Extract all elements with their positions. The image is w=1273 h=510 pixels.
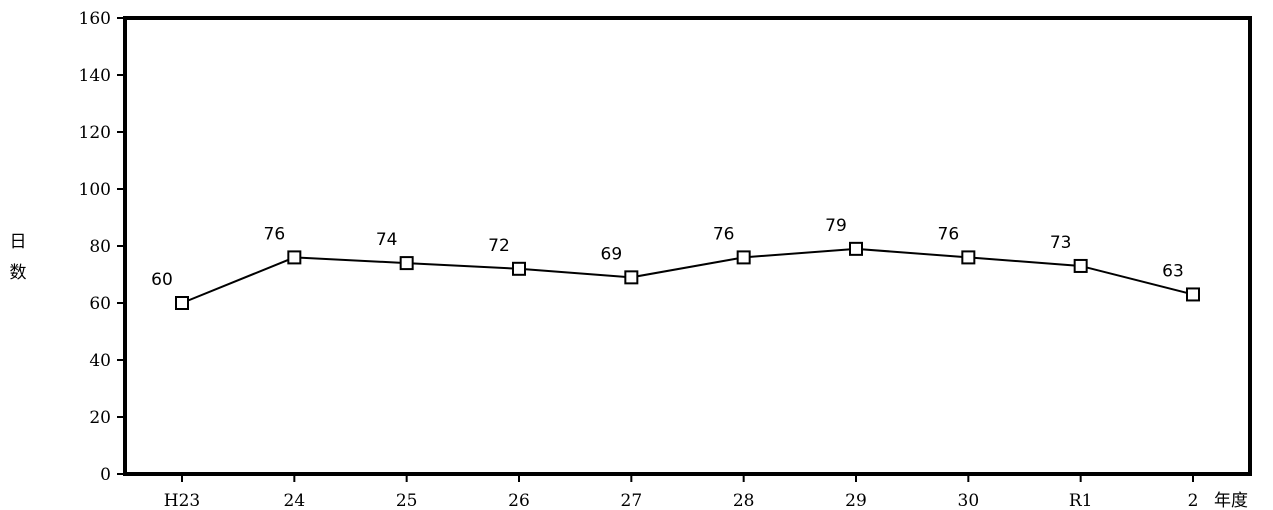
x-tick-label: 30	[958, 491, 980, 510]
y-tick-label: 120	[79, 123, 111, 143]
data-label: 72	[488, 236, 510, 256]
y-tick-label: 60	[89, 294, 111, 314]
y-axis-label-char-2: 数	[10, 263, 27, 283]
data-label: 76	[264, 224, 286, 244]
x-tick-label: 27	[621, 491, 643, 510]
series-markers	[175, 241, 1200, 310]
data-label: 69	[601, 244, 623, 264]
data-point	[961, 250, 976, 265]
x-tick-label: 26	[508, 491, 530, 510]
data-label: 60	[151, 270, 173, 290]
x-tick-label: R1	[1069, 491, 1093, 510]
data-point	[287, 250, 302, 265]
data-point	[624, 270, 639, 285]
x-axis-label: 年度	[1214, 491, 1248, 510]
x-tick-label: 28	[733, 491, 755, 510]
data-point	[512, 261, 526, 276]
plot-frame	[123, 16, 1252, 476]
x-tick-label: 25	[396, 491, 418, 510]
data-labels: 60 76 74 72 69 76 79 76 73 63	[151, 216, 1184, 290]
y-axis-label-char-1: 日	[10, 232, 27, 252]
data-point	[175, 296, 189, 310]
y-tick-label: 140	[79, 66, 111, 86]
data-label: 79	[825, 216, 847, 236]
x-tick-label: 29	[845, 491, 867, 510]
data-label: 76	[938, 224, 960, 244]
data-label: 63	[1162, 261, 1184, 281]
y-tick-label: 100	[79, 180, 111, 200]
data-label: 76	[713, 224, 735, 244]
data-point	[849, 241, 863, 256]
series-line	[181, 247, 1194, 304]
x-tick-label: 24	[284, 491, 306, 510]
y-axis: 0 20 40 60 80 100 120 140 160	[79, 9, 125, 485]
data-point	[1073, 258, 1088, 273]
data-point	[736, 250, 751, 265]
data-point	[399, 256, 414, 271]
x-axis: H23 24 25 26 27 28 29 30 R1 2	[164, 474, 1199, 510]
y-tick-label: 40	[89, 351, 111, 371]
data-label: 73	[1050, 233, 1072, 253]
data-point	[1186, 287, 1200, 302]
y-tick-label: 20	[89, 408, 111, 428]
y-tick-label: 0	[100, 465, 111, 485]
x-tick-label: H23	[164, 491, 200, 510]
y-tick-label: 80	[89, 237, 111, 257]
x-tick-label: 2	[1188, 491, 1199, 510]
data-label: 74	[376, 230, 398, 250]
y-tick-label: 160	[79, 9, 111, 29]
